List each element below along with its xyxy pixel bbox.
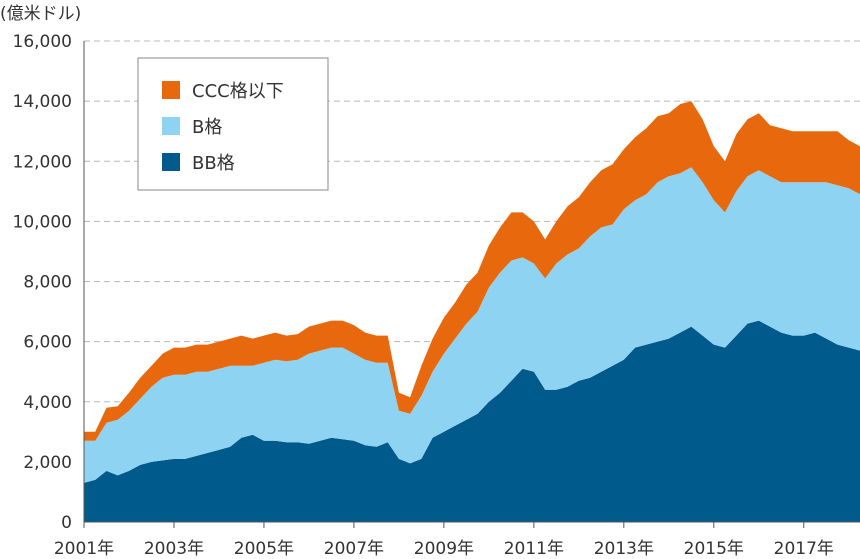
legend-swatch-0 bbox=[162, 81, 180, 99]
y-tick-label-8: 16,000 bbox=[13, 32, 72, 52]
area-series-1 bbox=[84, 167, 860, 483]
y-tick-label-5: 10,000 bbox=[13, 212, 72, 232]
x-tick-labels: 2001年 2003年 2005年 2007年 2009年 2011年 2013年 2015年… bbox=[54, 522, 834, 559]
area-series-0 bbox=[84, 320, 860, 522]
y-tick-label-2: 4,000 bbox=[23, 393, 72, 413]
y-axis-unit-label: (億米ドル) bbox=[0, 4, 81, 24]
x-tick-label-5: 2011年 bbox=[504, 539, 564, 559]
legend-swatch-2 bbox=[162, 153, 180, 171]
x-tick-label-7: 2015年 bbox=[684, 539, 744, 559]
x-tick-label-8: 2017年 bbox=[774, 539, 834, 559]
y-tick-labels: 0 2,000 4,000 6,000 8,000 10,000 12,000 14,000 1… bbox=[13, 32, 72, 533]
legend-label-1: B格 bbox=[192, 117, 222, 138]
y-tick-label-0: 0 bbox=[61, 513, 72, 533]
y-tick-label-6: 12,000 bbox=[13, 152, 72, 172]
x-tick-label-3: 2007年 bbox=[324, 539, 384, 559]
y-tick-label-4: 8,000 bbox=[23, 273, 72, 293]
x-tick-label-0: 2001年 bbox=[54, 539, 114, 559]
x-tick-label-1: 2003年 bbox=[144, 539, 204, 559]
y-tick-label-3: 6,000 bbox=[23, 333, 72, 353]
y-tick-label-1: 2,000 bbox=[23, 453, 72, 473]
legend-swatch-1 bbox=[162, 117, 180, 135]
x-tick-label-2: 2005年 bbox=[234, 539, 294, 559]
legend: CCC格以下 B格 BB格 bbox=[137, 57, 329, 191]
y-tick-label-7: 14,000 bbox=[13, 92, 72, 112]
legend-label-2: BB格 bbox=[192, 153, 235, 174]
x-tick-label-4: 2009年 bbox=[414, 539, 474, 559]
area-series-2 bbox=[84, 101, 860, 441]
legend-label-0: CCC格以下 bbox=[192, 81, 284, 102]
x-tick-label-6: 2013年 bbox=[594, 539, 654, 559]
area-series bbox=[84, 101, 860, 522]
